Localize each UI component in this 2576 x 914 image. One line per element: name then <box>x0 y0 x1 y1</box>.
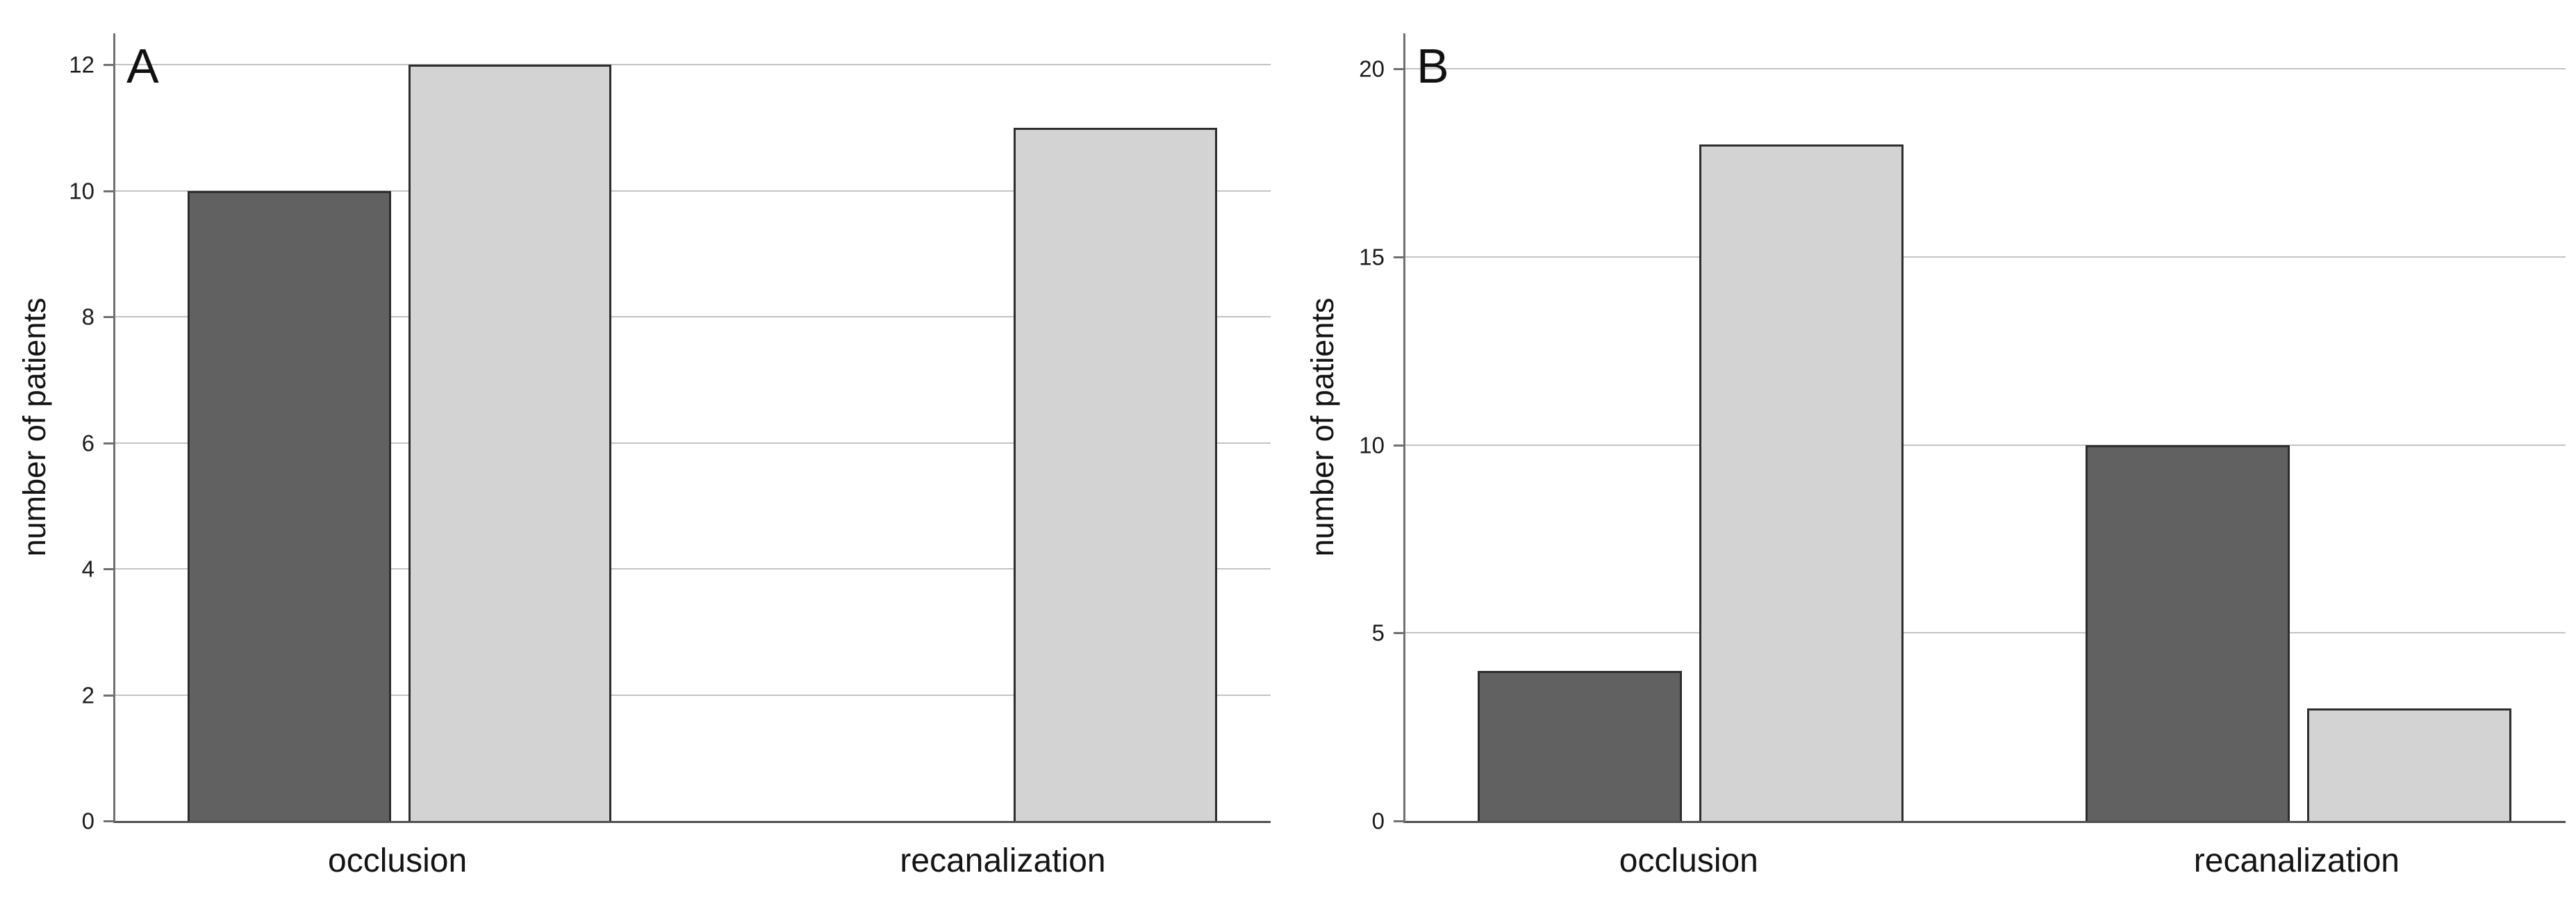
y-tickmark-10 <box>1394 444 1405 447</box>
gridline-y-20 <box>1405 68 2566 70</box>
y-axis-title: number of patients <box>17 297 52 557</box>
gridline-y-10 <box>1405 444 2566 446</box>
gridline-y-12 <box>115 64 1271 66</box>
y-tick-label-20: 20 <box>1359 56 1385 82</box>
x-axis-categories-A: occlusion recanalization <box>113 845 1269 893</box>
y-tickmark-2 <box>104 694 115 697</box>
y-tick-label-8: 8 <box>81 304 94 330</box>
y-tickmark-5 <box>1394 632 1405 635</box>
gridline-y-5 <box>1405 632 2566 634</box>
bar-B-occlusion-dark_gray <box>1478 670 1683 821</box>
bar-A-occlusion-dark_gray <box>187 190 391 821</box>
y-tick-label-15: 15 <box>1359 244 1385 270</box>
y-tickmark-4 <box>104 568 115 571</box>
y-tick-label-10: 10 <box>1359 432 1385 458</box>
y-tickmark-6 <box>104 442 115 444</box>
gridline-y-10 <box>115 190 1271 192</box>
x-tick-label-recanalization: recanalization <box>900 842 1106 879</box>
y-tickmark-20 <box>1394 68 1405 71</box>
plot-area-A: A 0 2 4 6 8 10 12 <box>69 33 1271 833</box>
y-tick-label-0: 0 <box>81 808 94 834</box>
y-tick-label-2: 2 <box>81 682 94 708</box>
y-tickmark-0 <box>104 820 115 822</box>
y-tick-label-5: 5 <box>1371 620 1385 646</box>
bar-B-recanalization-light_gray <box>2307 708 2512 821</box>
bar-A-recanalization-light_gray <box>1013 128 1217 821</box>
bar-A-occlusion-light_gray <box>408 65 612 821</box>
plot-area-B: B 0 5 10 15 20 <box>1359 33 2566 833</box>
y-tickmark-12 <box>104 64 115 67</box>
panel-B: number of patients B 0 5 10 15 20 occlusion … <box>1288 0 2576 914</box>
gridline-y-8 <box>115 316 1271 318</box>
x-tick-label-occlusion: occlusion <box>328 842 468 879</box>
y-tick-label-4: 4 <box>81 556 94 582</box>
gridline-y-6 <box>115 442 1271 444</box>
panel-label-A: A <box>126 39 159 93</box>
y-tickmark-8 <box>104 316 115 319</box>
y-axis-title: number of patients <box>1305 297 1340 557</box>
gridline-y-2 <box>115 694 1271 696</box>
gridline-y-4 <box>115 568 1271 570</box>
y-tick-label-12: 12 <box>69 51 94 78</box>
y-tickmark-0 <box>1394 820 1405 822</box>
y-tick-label-0: 0 <box>1371 808 1385 834</box>
y-tick-label-6: 6 <box>81 430 94 456</box>
y-tick-label-10: 10 <box>69 178 94 204</box>
bar-B-recanalization-dark_gray <box>2086 444 2290 821</box>
gridline-y-15 <box>1405 256 2566 258</box>
bar-B-occlusion-light_gray <box>1699 144 1904 821</box>
y-tickmark-10 <box>104 190 115 192</box>
panel-label-B: B <box>1417 39 1449 93</box>
x-tick-label-occlusion: occlusion <box>1619 842 1758 879</box>
x-axis-categories-B: occlusion recanalization <box>1403 845 2563 893</box>
x-tick-label-recanalization: recanalization <box>2193 842 2400 879</box>
y-tickmark-15 <box>1394 256 1405 259</box>
panel-A: number of patients A 0 2 4 6 8 10 12 occlusion… <box>17 33 1271 893</box>
